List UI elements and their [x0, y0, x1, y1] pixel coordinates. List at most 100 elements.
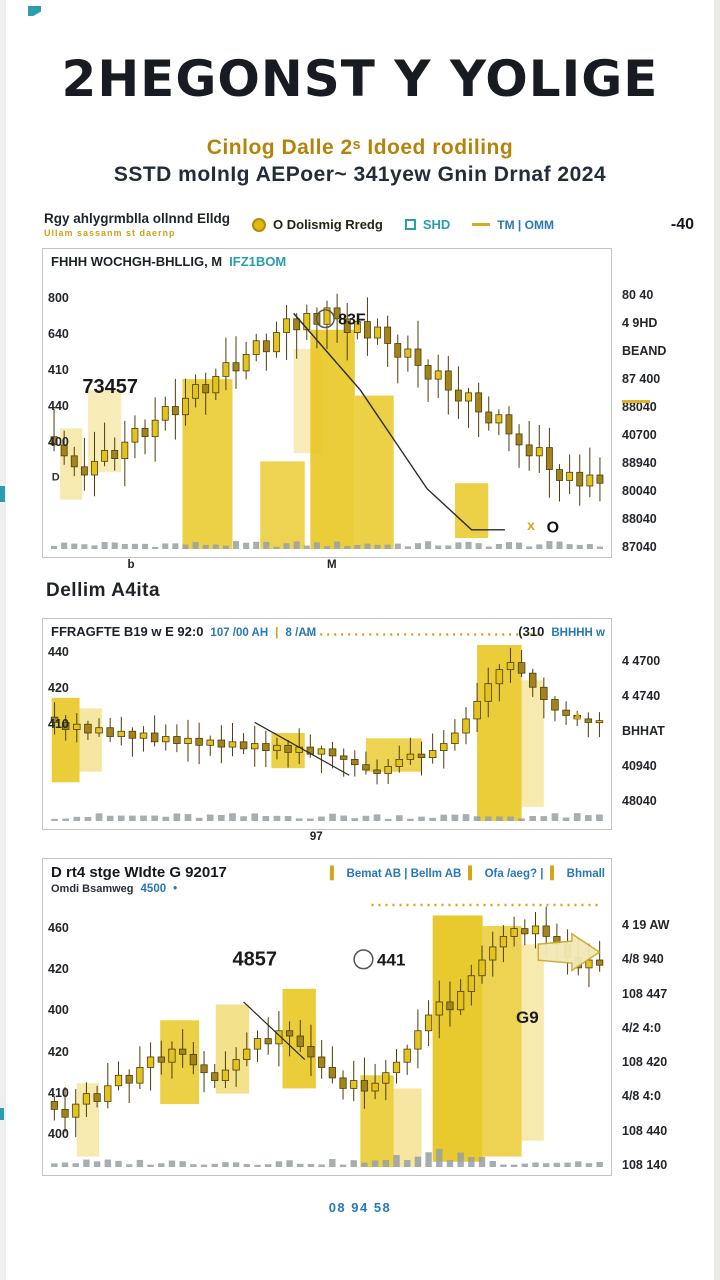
candle-body [525, 444, 533, 457]
legend-left-block: Rgy ahlygrmblla ollnnd Elldg Ullam sassa… [44, 211, 230, 238]
volume-bar [526, 546, 533, 549]
chart-annotation: D [52, 472, 60, 484]
candle-body [106, 727, 114, 737]
volume-bar [179, 1161, 186, 1167]
gold-dash-mark [622, 400, 650, 403]
panel-header-text: 8 /AM [285, 627, 317, 639]
volume-bar [243, 542, 250, 549]
volume-bar [111, 542, 118, 549]
candle-body [454, 389, 462, 402]
candle-body [528, 672, 537, 688]
volume-bar [61, 1162, 69, 1167]
volume-bar [295, 818, 303, 821]
volume-bar [192, 541, 199, 549]
candlestick-chart: ▲ [50, 633, 604, 821]
candle-body [150, 732, 159, 743]
right-axis: 80 40 4 9HD BEAND 87 400 88040 40700 88940 8004… [612, 248, 702, 558]
volume-bar [361, 1162, 368, 1167]
candle-body [275, 1030, 283, 1045]
volume-bar [451, 814, 459, 821]
volume-bar [551, 813, 559, 821]
right-axis: 4 19 AW 4/8 940 108 447 4/2 4:0 108 420 4/8 4… [612, 858, 702, 1176]
candle-body [404, 348, 412, 358]
volume-bar [575, 1161, 582, 1167]
candle-body [139, 732, 148, 739]
y-axis-tick-right: 4 9HD [622, 316, 658, 330]
y-axis-tick-right: 88040 [622, 512, 657, 526]
chart-annotation: 4857 [232, 948, 276, 970]
candle-body [394, 343, 402, 358]
candle-body [573, 715, 581, 720]
candle-body [392, 1061, 401, 1074]
candle-body [182, 397, 189, 416]
candle-body [212, 375, 220, 394]
gold-dash-icon [472, 223, 491, 226]
candle-body [117, 730, 126, 737]
candlestick-chart: 4857 441 G9 [50, 903, 604, 1167]
volume-bar [529, 815, 537, 821]
chart-annotation: 73457 [82, 376, 138, 398]
candle-body [250, 743, 259, 750]
candle-body [414, 1030, 422, 1050]
page-title: 2HEGONST Y YOLIGE [61, 50, 659, 108]
volume-bar [222, 545, 229, 549]
volume-bar [562, 817, 570, 821]
volume-bar [414, 543, 422, 549]
highlight-block [482, 925, 522, 1157]
panel-header-text: • [173, 883, 178, 895]
volume-bar [306, 818, 314, 821]
candle-body [168, 1048, 176, 1063]
volume-bar [84, 816, 92, 821]
y-axis-tick-right: 4 4700 [622, 654, 661, 668]
volume-bar [131, 543, 138, 549]
volume-bar [182, 544, 189, 549]
volume-bar [334, 541, 341, 549]
volume-bar [440, 814, 448, 821]
volume-bar [521, 1163, 529, 1167]
candle-body [221, 1069, 230, 1081]
candle-body [586, 474, 594, 487]
volume-bar [425, 1152, 432, 1167]
candle-body [50, 1101, 58, 1110]
candle-body [351, 758, 359, 766]
chart-panel-3: D rt4 stge WIdte G 92017 ▍ Bemat AB | Bell… [42, 858, 612, 1176]
y-axis-tick-right: 87040 [622, 540, 657, 554]
volume-bar [395, 815, 403, 821]
y-axis-tick-right: 108 447 [622, 986, 668, 1001]
volume-bar [532, 1162, 539, 1167]
candle-body [462, 718, 470, 734]
candle-body [171, 406, 179, 416]
volume-bar [495, 544, 502, 549]
volume-bar [262, 815, 270, 821]
volume-bar [329, 813, 336, 821]
volume-bar [73, 816, 81, 821]
volume-bar [414, 1156, 422, 1167]
y-axis-tick-right: 88040 [622, 400, 657, 414]
candle-body [353, 321, 361, 333]
panel-header-text: FHHH WOCHGH-BHLLIG, M [51, 254, 223, 269]
candle-body [273, 744, 281, 751]
candle-body [551, 699, 559, 711]
candle-body [232, 1059, 240, 1071]
volume-bar [104, 1159, 112, 1167]
candle-body [206, 739, 214, 746]
volume-bar [339, 1164, 347, 1167]
candle-body [242, 354, 250, 372]
volume-bar [263, 541, 270, 549]
panel-header-text: D rt4 stge WIdte G 92017 [51, 864, 227, 881]
decorative-teal-mark [0, 1108, 4, 1120]
volume-bar [425, 541, 432, 549]
chart-annotation: ▲ [572, 708, 584, 722]
chart-annotation: 83F [338, 311, 366, 328]
candle-body [184, 737, 192, 744]
candle-body [121, 441, 129, 459]
candle-body [318, 1056, 326, 1068]
volume-bar [152, 546, 159, 549]
y-axis-tick-right: 48040 [622, 794, 657, 808]
volume-bar [229, 813, 236, 821]
candle-body [60, 444, 68, 457]
volume-bar [173, 813, 181, 821]
volume-bar [542, 1163, 550, 1167]
volume-bar [596, 546, 603, 549]
